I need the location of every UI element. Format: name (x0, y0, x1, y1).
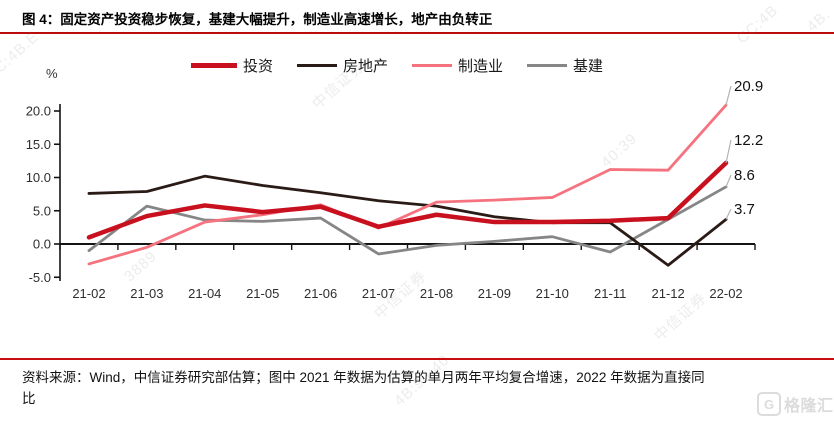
gelonghui-logo-icon: G (757, 392, 781, 416)
y-tick-label: -5.0 (29, 270, 51, 285)
gelonghui-logo: G 格隆汇 (757, 392, 834, 416)
x-tick-label: 21-02 (72, 286, 105, 301)
x-tick-label: 21-08 (420, 286, 453, 301)
x-tick-label: 21-05 (246, 286, 279, 301)
x-tick-label: 21-12 (652, 286, 685, 301)
legend-swatch-investment (190, 62, 237, 68)
end-label-leader-realestate (725, 208, 732, 220)
line-chart: 20.0 15.0 10.0 5.0 0.0 -5.0 21-02 21-03 21-04 21-… (26, 78, 764, 301)
end-label-leader-infrastructure (725, 174, 732, 188)
x-tick-label: 21-06 (304, 286, 337, 301)
source-note: 资料来源：Wind，中信证券研究部估算；图中 2021 年数据为估算的单月两年平… (22, 370, 705, 406)
end-label-leader-investment (725, 139, 732, 163)
y-axis-unit-label: % (46, 66, 58, 81)
legend-label-manufacturing: 制造业 (458, 57, 504, 75)
legend-item-manufacturing: 制造业 (412, 55, 503, 76)
legend-label-realestate: 房地产 (342, 57, 388, 75)
end-label-manufacturing: 20.9 (734, 78, 763, 95)
x-tick-label: 21-07 (362, 286, 395, 301)
end-label-investment: 12.2 (734, 132, 763, 149)
y-tick-label: 20.0 (26, 104, 51, 119)
legend-item-infrastructure: 基建 (527, 55, 603, 76)
series-line-infrastructure (87, 185, 728, 256)
title-divider (0, 32, 834, 34)
figure-title: 图 4：固定资产投资稳步恢复，基建大幅提升，制造业高速增长，地产由负转正 (22, 12, 493, 27)
legend-swatch-infrastructure (527, 63, 568, 67)
x-tick-label: 21-04 (188, 286, 221, 301)
y-tick-label: 10.0 (26, 170, 51, 185)
series-line-investment (86, 160, 729, 240)
x-tick-label: 21-09 (478, 286, 511, 301)
series-line-realestate (87, 174, 728, 267)
y-tick-label: 5.0 (33, 203, 51, 218)
y-tick-label: 15.0 (26, 137, 51, 152)
legend-swatch-manufacturing (412, 63, 452, 67)
series-line-manufacturing (87, 103, 728, 266)
x-tick-label: 21-03 (130, 286, 163, 301)
legend-swatch-realestate (296, 63, 337, 67)
legend-item-investment: 投资 (190, 55, 273, 76)
gelonghui-logo-text: 格隆汇 (784, 398, 834, 415)
legend-label-investment: 投资 (242, 57, 273, 75)
legend-item-realestate: 房地产 (296, 55, 388, 76)
x-tick-label: 21-10 (536, 286, 569, 301)
chart-legend: 投资 房地产 制造业 基建 (0, 53, 794, 77)
y-tick-label: 0.0 (33, 237, 51, 252)
x-tick-label: 21-11 (594, 286, 626, 301)
footer-divider (0, 358, 834, 360)
x-tick-label: 22-02 (709, 286, 742, 301)
end-label-leader-manufacturing (725, 85, 732, 106)
legend-label-infrastructure: 基建 (573, 57, 604, 75)
end-label-realestate: 3.7 (734, 201, 755, 218)
end-label-infrastructure: 8.6 (734, 167, 755, 184)
